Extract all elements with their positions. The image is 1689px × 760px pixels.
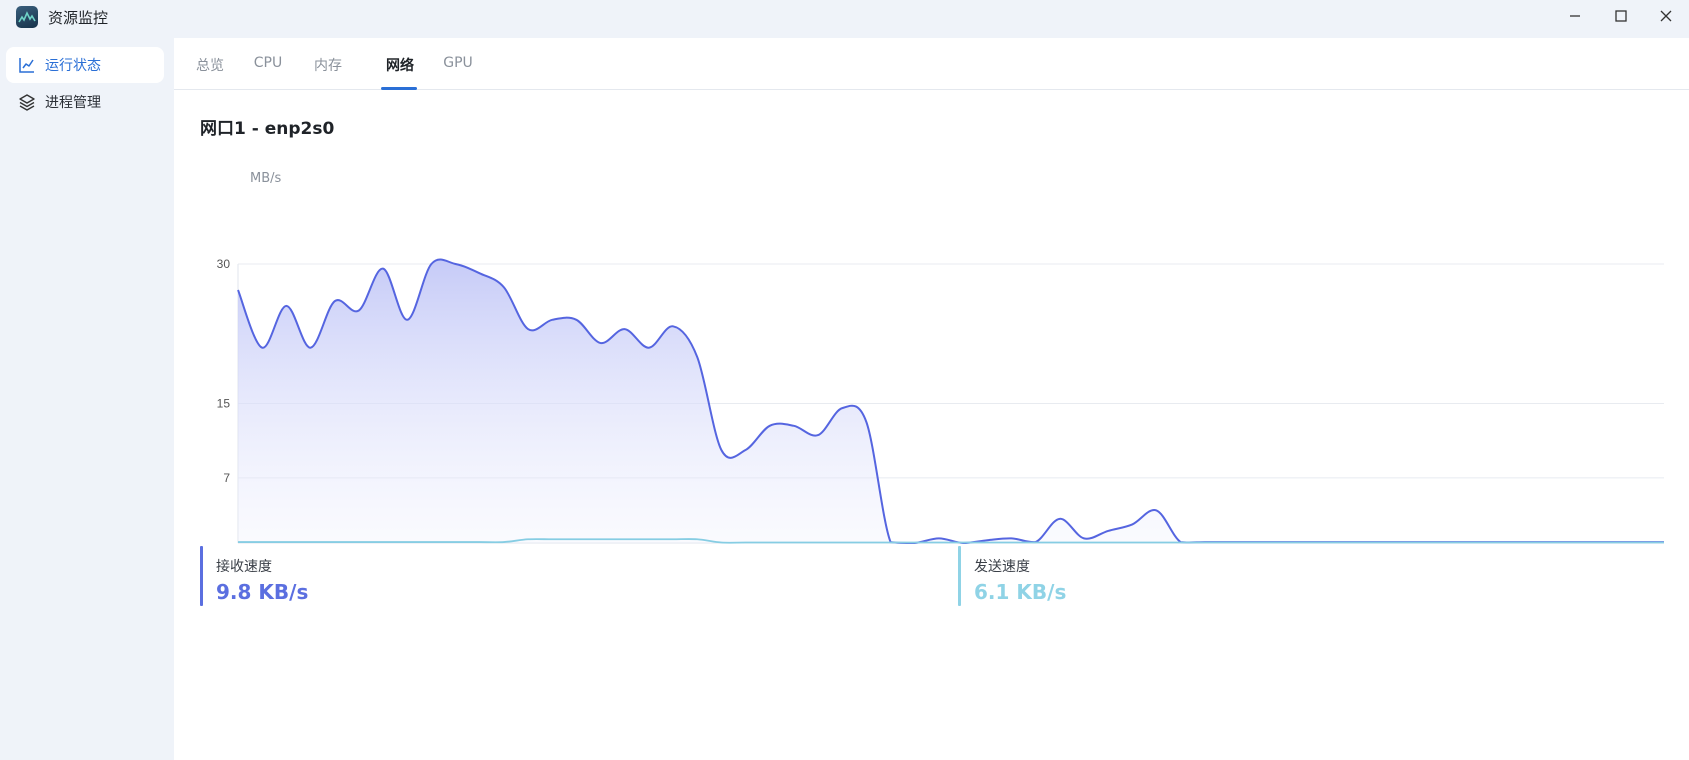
sidebar-item-processes[interactable]: 进程管理 xyxy=(6,84,164,120)
interface-title: 网口1 - enp2s0 xyxy=(200,119,335,139)
close-button[interactable] xyxy=(1651,4,1681,28)
send-speed-stat: 发送速度 6.1 KB/s xyxy=(958,546,1558,606)
title-bar[interactable]: 资源监控 xyxy=(0,0,1689,34)
line-chart-icon xyxy=(18,56,36,74)
receive-speed-area xyxy=(238,259,1664,543)
receive-speed-bar xyxy=(200,546,203,606)
maximize-icon xyxy=(1615,10,1627,22)
receive-speed-value: 9.8 KB/s xyxy=(216,580,309,604)
tab-memory[interactable]: 内存 xyxy=(314,58,342,74)
send-speed-bar xyxy=(958,546,961,606)
minimize-button[interactable] xyxy=(1560,4,1590,28)
app-logo-icon xyxy=(16,6,38,28)
chart-y-tick-label: 7 xyxy=(223,471,230,485)
sidebar-item-label: 运行状态 xyxy=(45,58,101,74)
sidebar-item-status[interactable]: 运行状态 xyxy=(6,47,164,83)
tab-overview[interactable]: 总览 xyxy=(196,58,224,74)
chart-y-tick-label: 15 xyxy=(217,397,231,411)
minimize-icon xyxy=(1570,15,1580,17)
layers-icon xyxy=(18,93,36,111)
receive-speed-stat: 接收速度 9.8 KB/s xyxy=(200,546,800,606)
tab-gpu[interactable]: GPU xyxy=(443,55,473,71)
chart-unit-label: MB/s xyxy=(250,171,282,186)
sidebar: 运行状态 进程管理 xyxy=(0,34,174,760)
send-speed-series xyxy=(238,538,1664,544)
chart-y-tick-label: 30 xyxy=(217,257,231,271)
close-icon xyxy=(1660,10,1672,22)
tab-network[interactable]: 网络 xyxy=(386,58,414,74)
send-speed-label: 发送速度 xyxy=(974,559,1030,575)
send-speed-value: 6.1 KB/s xyxy=(974,580,1067,604)
network-speed-chart: 7 15 30 xyxy=(217,257,1664,544)
tab-bar: 总览 CPU 内存 网络 GPU xyxy=(174,38,1689,90)
app-title: 资源监控 xyxy=(48,9,109,27)
receive-speed-label: 接收速度 xyxy=(216,559,272,575)
tab-cpu[interactable]: CPU xyxy=(253,55,283,71)
maximize-button[interactable] xyxy=(1606,4,1636,28)
sidebar-item-label: 进程管理 xyxy=(45,95,101,111)
main-panel: 总览 CPU 内存 网络 GPU 网口1 - enp2s0 MB/s 7 15 30… xyxy=(174,38,1689,760)
active-tab-indicator xyxy=(381,87,417,90)
